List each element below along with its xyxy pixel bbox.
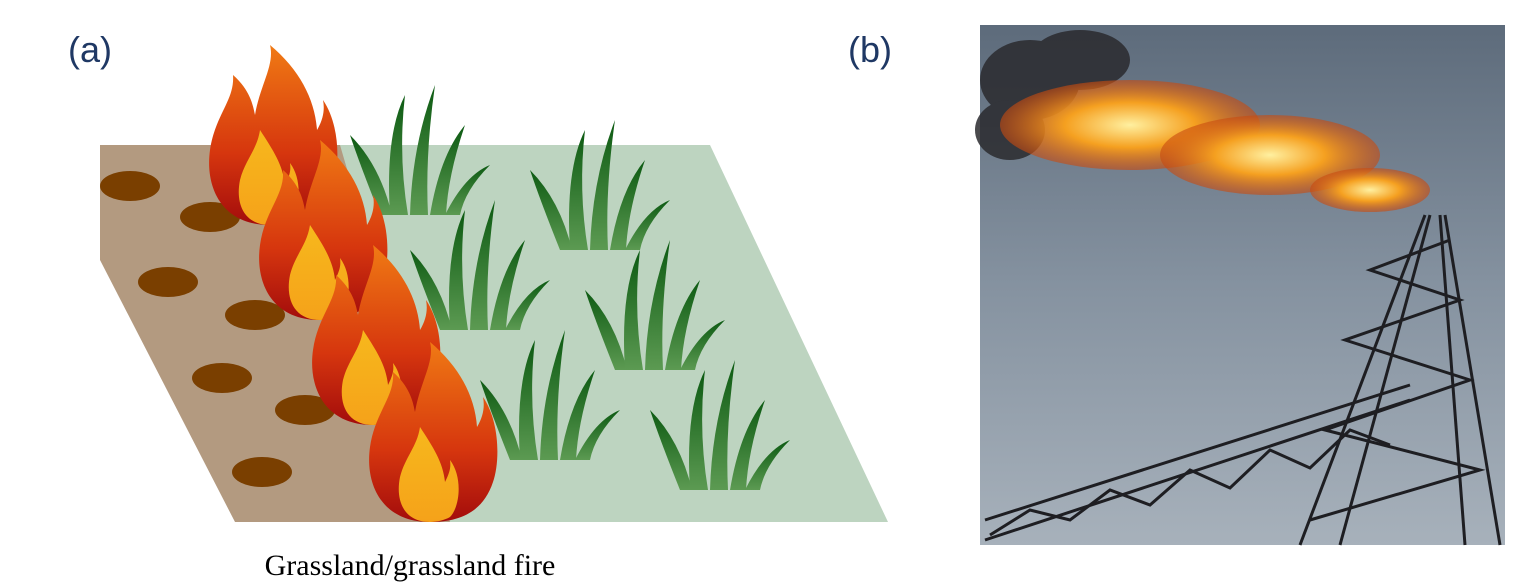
- grassland-illustration: [100, 45, 888, 522]
- panel-label: (a): [68, 29, 112, 70]
- panel-label: (b): [848, 29, 892, 70]
- caption: Grassland/grassland fire: [265, 549, 556, 582]
- gas-flare-photo: [975, 25, 1505, 545]
- figure: (a) (b) Grassland/grassland fire: [0, 0, 1531, 582]
